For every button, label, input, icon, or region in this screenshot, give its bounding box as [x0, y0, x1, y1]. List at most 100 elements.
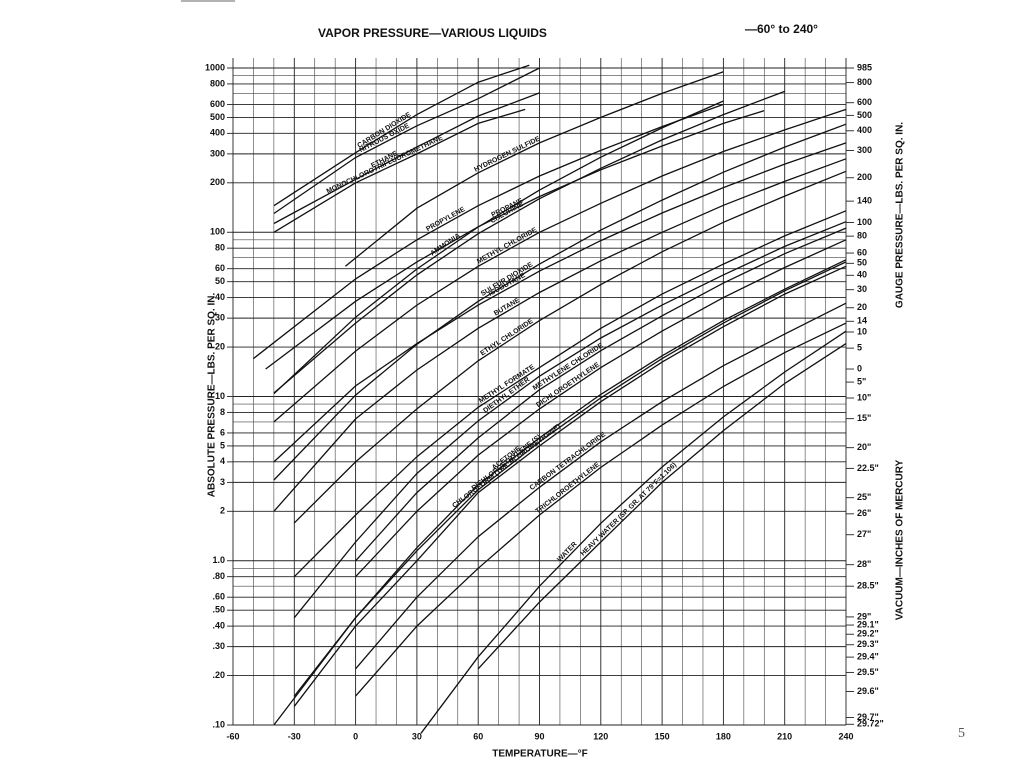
curve [273, 261, 847, 726]
y2-tick-label: 500 [857, 110, 872, 120]
x-tick-label: 150 [655, 731, 670, 741]
y-tick-label: 80 [215, 243, 225, 253]
x-tick-label: 60 [473, 731, 483, 741]
curve [273, 142, 847, 463]
curve [265, 109, 765, 370]
y-tick-label: 60 [215, 263, 225, 273]
series-label: MONOCHLOROTRIFLUOROMETHANE [326, 134, 445, 195]
y2-tick-label: 20" [857, 442, 871, 452]
curve [273, 100, 724, 395]
series-label: BUTANE [493, 297, 522, 318]
y2-tick-label: 200 [857, 172, 872, 182]
curve [293, 170, 847, 524]
y2-tick-label: 10" [857, 392, 871, 402]
y-tick-label: .80 [212, 571, 225, 581]
y2-tick-label: 80 [857, 231, 867, 241]
y-tick-label: .30 [212, 641, 225, 651]
curve [293, 265, 847, 707]
curve [355, 239, 847, 578]
y-tick-label: .10 [212, 719, 225, 729]
curve [355, 322, 847, 697]
y-tick-label: 1.0 [212, 555, 225, 565]
curve [273, 67, 540, 215]
y2-tick-label: 28.5" [857, 581, 879, 591]
y2-tick-label: 29.4" [857, 651, 879, 661]
series-label: TRICHLOROETHYLENE [535, 461, 602, 515]
chart-title: VAPOR PRESSURE—VARIOUS LIQUIDS [318, 26, 547, 40]
x-tick-label: 180 [716, 731, 731, 741]
y-tick-label: 2 [220, 506, 225, 516]
y-tick-label: 1000 [205, 62, 225, 72]
y-tick-label: 600 [210, 99, 225, 109]
y2-tick-label: 29.6" [857, 686, 879, 696]
y2-tick-label: 100 [857, 217, 872, 227]
y2-tick-label: 25" [857, 492, 871, 502]
y2-tick-label: 29.5" [857, 667, 879, 677]
curve [293, 259, 847, 697]
y-tick-label: .40 [212, 620, 225, 630]
y-tick-label: 20 [215, 341, 225, 351]
y2-tick-label: 300 [857, 145, 872, 155]
curve [253, 103, 724, 360]
curve [273, 108, 526, 233]
curve [420, 330, 847, 734]
y2-tick-label: 0 [857, 363, 862, 373]
series-label: HYDROGEN SULFIDE [473, 135, 541, 173]
curve [273, 92, 540, 225]
x-tick-label: 90 [534, 731, 544, 741]
x-tick-label: -30 [288, 731, 301, 741]
y2-tick-label: 140 [857, 196, 872, 206]
x-tick-label: 120 [593, 731, 608, 741]
y-tick-label: 500 [210, 112, 225, 122]
y2-tick-label: 29" [857, 611, 871, 621]
curve [273, 108, 847, 423]
y2-tick-label: 29.7" [857, 712, 879, 722]
y-tick-label: 3 [220, 477, 225, 487]
x-axis-label: TEMPERATURE—°F [492, 749, 587, 760]
y2-tick-label: 26" [857, 508, 871, 518]
chart-subtitle: —60° to 240° [745, 22, 818, 36]
curve [273, 123, 847, 481]
curve [344, 71, 724, 267]
series-label: ETHYL CHLORIDE [479, 318, 534, 358]
y2-tick-label: 29.1" [857, 619, 879, 629]
y-axis-label: ABSOLUTE PRESSURE—LBS. PER SQ. IN. [207, 293, 218, 498]
curve [355, 302, 847, 670]
y-tick-label: 8 [220, 407, 225, 417]
series-label: AMMONIA [429, 232, 461, 257]
page-number: 5 [958, 726, 965, 741]
x-tick-label: 210 [777, 731, 792, 741]
y-tick-label: 400 [210, 128, 225, 138]
y2-tick-label: 14 [857, 316, 867, 326]
y2-tick-label: 5" [857, 376, 866, 386]
y2-tick-label: 60 [857, 247, 867, 257]
y-tick-label: .60 [212, 592, 225, 602]
y2-tick-label: 20 [857, 302, 867, 312]
y-tick-label: 40 [215, 292, 225, 302]
y2-tick-label: 22.5" [857, 463, 879, 473]
y-tick-label: 200 [210, 177, 225, 187]
curve [273, 90, 785, 394]
x-tick-label: 240 [838, 731, 853, 741]
y2-tick-label: 10 [857, 326, 867, 336]
series-label: PROPYLENE [425, 206, 466, 233]
y2-tick-label: 50 [857, 258, 867, 268]
y-tick-label: 4 [220, 456, 225, 466]
y2-tick-label: 5 [857, 343, 862, 353]
series-label: HEAVY WATER (SP. GR. AT 79°F=1.106) [579, 461, 678, 558]
y2-tick-label: 15" [857, 413, 871, 423]
curve [273, 158, 847, 512]
y2-tick-label: 27" [857, 529, 871, 539]
y2-axis-label: VACUUM—INCHES OF MERCURY [895, 459, 906, 620]
curve [477, 343, 847, 670]
y2-tick-label: 400 [857, 125, 872, 135]
curve [293, 221, 847, 619]
y2-tick-label: 28" [857, 559, 871, 569]
curve [355, 227, 847, 562]
y-tick-label: 30 [215, 313, 225, 323]
x-tick-label: -60 [226, 731, 239, 741]
y-tick-label: 800 [210, 78, 225, 88]
y-tick-label: .50 [212, 605, 225, 615]
y-tick-label: .20 [212, 670, 225, 680]
y-tick-label: 100 [210, 227, 225, 237]
